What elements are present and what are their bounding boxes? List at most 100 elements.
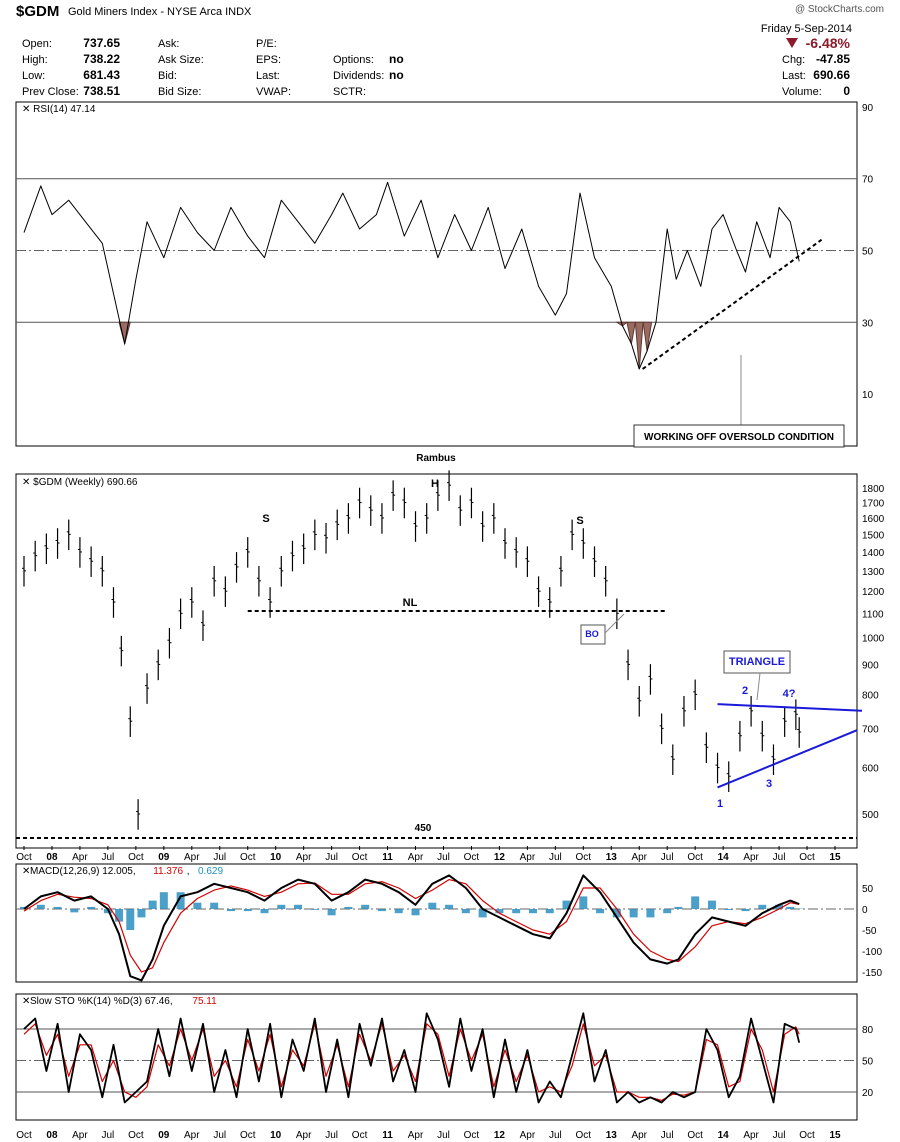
- x-axis-label: Oct: [16, 852, 32, 863]
- macd-histogram-bar: [226, 909, 235, 912]
- price-panel-frame: [15, 473, 858, 849]
- x-axis-label-bottom: Apr: [72, 1130, 88, 1141]
- quote-date: Friday 5-Sep-2014: [761, 23, 852, 35]
- x-axis-label: Oct: [240, 852, 256, 863]
- price-tick-label: 1800: [862, 484, 885, 495]
- macd-histogram-bar: [674, 906, 683, 909]
- price-annotation: 2: [742, 685, 748, 697]
- macd-histogram-bar: [260, 909, 269, 914]
- price-tick-label: 1200: [862, 587, 885, 598]
- macd-histogram-bar: [724, 909, 733, 910]
- price-annotation: S: [576, 515, 583, 527]
- x-axis-label: Apr: [184, 852, 200, 863]
- x-axis-label-bottom: 15: [829, 1130, 841, 1141]
- sto-panel-frame: [15, 993, 858, 1121]
- x-axis-label: Oct: [352, 852, 368, 863]
- macd-histogram-bar: [495, 909, 504, 914]
- bo-label-pointer: [604, 613, 625, 634]
- macd-histogram-bar: [176, 892, 185, 909]
- sto-title-part: 75.11: [192, 996, 217, 1007]
- sto-tick-label: 80: [862, 1025, 874, 1036]
- x-axis-label: Jul: [213, 852, 226, 863]
- macd-histogram-bar: [394, 909, 403, 914]
- field-label: High:: [22, 54, 48, 66]
- field-label: Options:: [333, 54, 374, 66]
- macd-tick-label: -50: [862, 926, 877, 937]
- price-annotation: 450: [415, 823, 432, 834]
- x-axis-label-bottom: Jul: [101, 1130, 114, 1141]
- macd-title-part: 0.629: [198, 866, 223, 877]
- triangle-upper-line: [717, 703, 863, 712]
- price-annotation: S: [262, 513, 269, 525]
- x-axis-label-bottom: Jul: [549, 1130, 562, 1141]
- callout-box: [633, 424, 845, 448]
- macd-histogram-bar: [461, 909, 470, 914]
- x-axis-label-bottom: 08: [46, 1130, 58, 1141]
- price-tick-label: 800: [862, 690, 879, 701]
- rsi-panel-frame: [15, 101, 858, 447]
- macd-histogram-bar: [87, 906, 96, 909]
- price-title: ✕ $GDM (Weekly) 690.66: [22, 477, 138, 488]
- down-arrow-icon: [786, 38, 798, 48]
- price-tick-label: 1600: [862, 514, 885, 525]
- price-tick-label: 500: [862, 810, 879, 821]
- macd-histogram-bar: [528, 909, 537, 914]
- x-axis-label: Apr: [631, 852, 647, 863]
- macd-histogram-bar: [361, 904, 370, 909]
- author-label: Rambus: [416, 453, 456, 464]
- macd-histogram-bar: [758, 904, 767, 909]
- field-label: P/E:: [256, 38, 277, 50]
- field-label: Last:: [256, 70, 280, 82]
- x-axis-label: 12: [494, 852, 506, 863]
- macd-histogram-bar: [512, 909, 521, 914]
- rsi-oversold-fill: [642, 321, 653, 352]
- macd-histogram-bar: [36, 904, 45, 909]
- x-axis-label-bottom: 12: [494, 1130, 506, 1141]
- rsi-oversold-fill: [626, 321, 636, 344]
- macd-histogram-bar: [294, 904, 303, 909]
- price-tick-label: 600: [862, 764, 879, 775]
- x-axis-label-bottom: Oct: [464, 1130, 480, 1141]
- watermark: @ StockCharts.com: [795, 4, 884, 15]
- macd-histogram-bar: [159, 892, 168, 909]
- x-axis: Oct 08 Apr Jul Oct 09 Apr Jul Oct 10 Apr Jul Oct 11 Ap…: [16, 846, 841, 1141]
- price-tick-label: 900: [862, 660, 879, 671]
- price-annotation: 3: [766, 778, 772, 790]
- field-label: EPS:: [256, 54, 281, 66]
- sto-k-line: [23, 1012, 801, 1104]
- field-label: Low:: [22, 70, 45, 82]
- macd-histogram-bar: [148, 900, 157, 909]
- x-axis-label-bottom: Apr: [520, 1130, 536, 1141]
- x-axis-label-bottom: Jul: [437, 1130, 450, 1141]
- triangle-label-pointer: [756, 672, 761, 701]
- macd-histogram-bar: [663, 909, 672, 914]
- macd-histogram-bar: [629, 909, 638, 918]
- x-axis-label: Apr: [296, 852, 312, 863]
- price-annotation: NL: [403, 597, 418, 609]
- x-axis-label-bottom: Apr: [631, 1130, 647, 1141]
- x-axis-label: Apr: [520, 852, 536, 863]
- x-axis-label: Oct: [128, 852, 144, 863]
- field-value: no: [389, 68, 404, 82]
- x-axis-label-bottom: Oct: [240, 1130, 256, 1141]
- field-value: 738.51: [83, 84, 120, 98]
- field-value: 0: [843, 84, 850, 98]
- macd-histogram-bar: [775, 904, 784, 909]
- macd-title-part: MACD(12,26,9) 12.005,: [30, 866, 136, 877]
- x-axis-label-bottom: Apr: [408, 1130, 424, 1141]
- field-value: 737.65: [83, 36, 120, 50]
- x-axis-label-bottom: Oct: [687, 1130, 703, 1141]
- macd-histogram-bar: [707, 900, 716, 909]
- price-tick-label: 1000: [862, 634, 885, 645]
- field-label: Prev Close:: [22, 86, 79, 98]
- macd-histogram-bar: [411, 909, 420, 916]
- macd-panel-frame: [15, 863, 858, 983]
- macd-histogram-bar: [445, 904, 454, 909]
- x-axis-label: Jul: [549, 852, 562, 863]
- x-axis-label-bottom: 13: [606, 1130, 618, 1141]
- macd-histogram-bar: [562, 900, 571, 909]
- macd-histogram-bar: [428, 902, 437, 909]
- macd-tick-label: -100: [862, 947, 882, 958]
- x-axis-label: Jul: [437, 852, 450, 863]
